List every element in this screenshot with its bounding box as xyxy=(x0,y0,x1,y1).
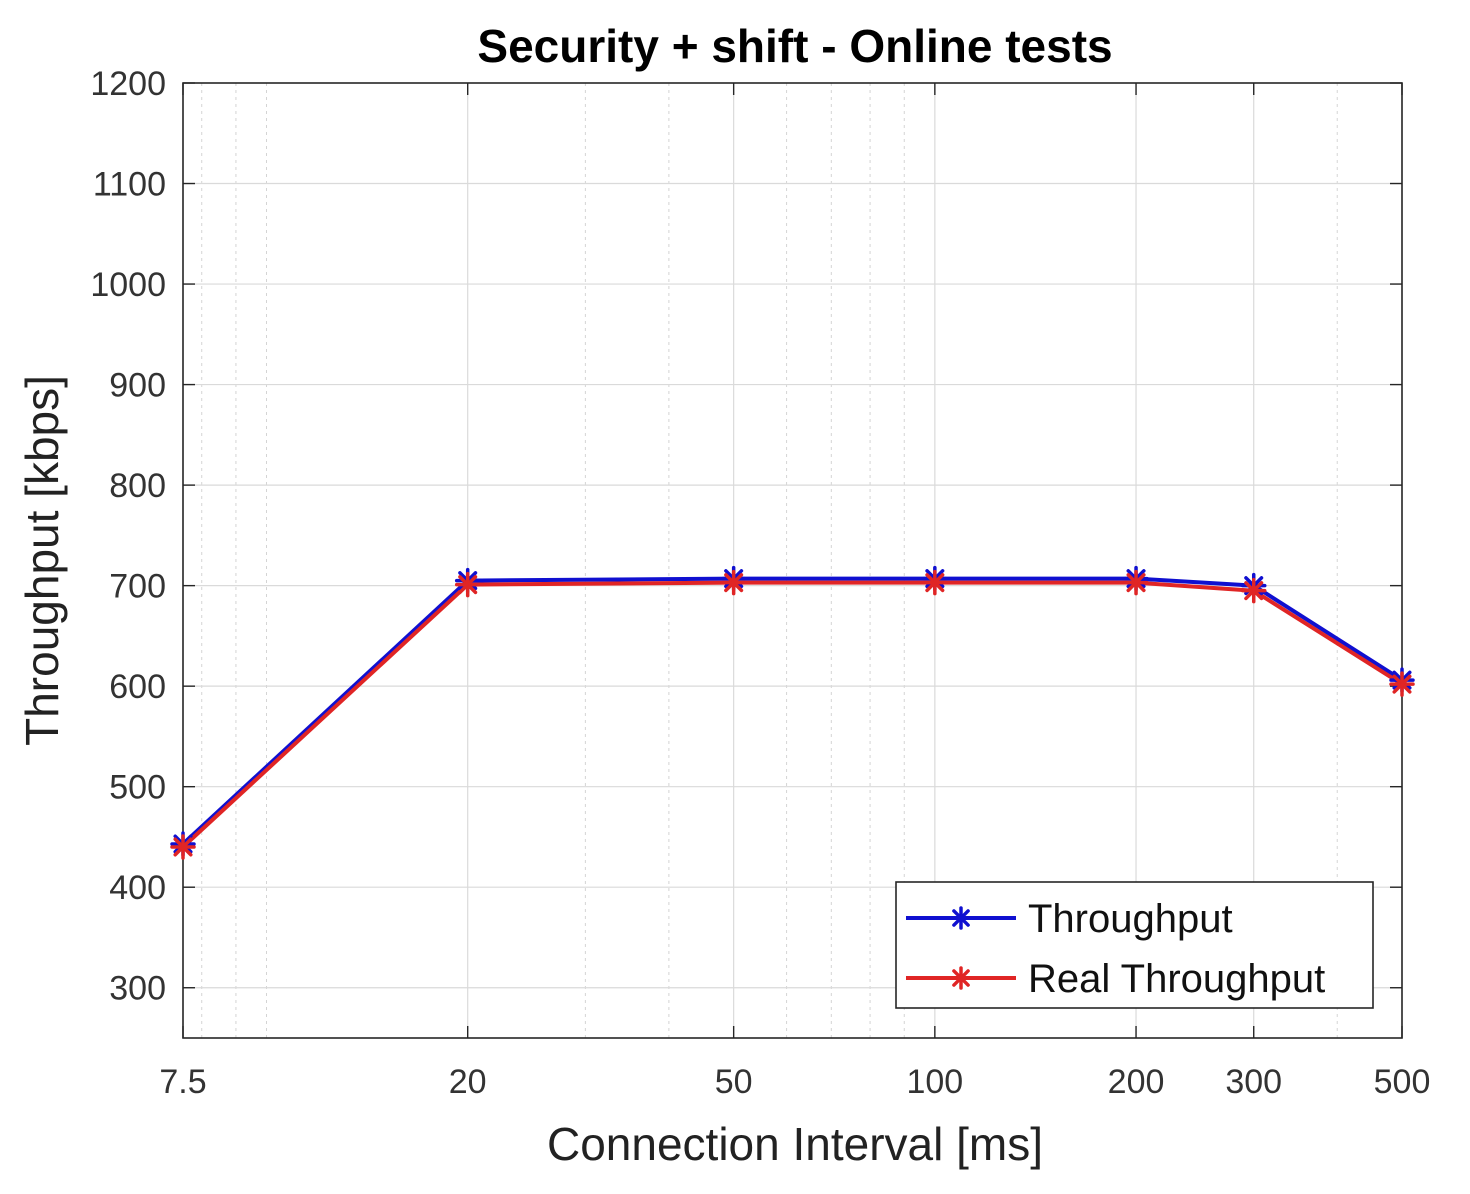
chart-title: Security + shift - Online tests xyxy=(477,20,1112,72)
x-tick-label: 20 xyxy=(449,1063,487,1101)
y-tick-label: 600 xyxy=(109,668,166,706)
series-2-point xyxy=(170,834,196,860)
y-tick-label: 1200 xyxy=(90,65,166,103)
plot-area xyxy=(183,83,1402,1038)
legend-item: Real Throughput xyxy=(906,957,1325,1001)
y-tick-label: 400 xyxy=(109,869,166,907)
legend-marker xyxy=(949,906,973,930)
x-tick-label: 50 xyxy=(715,1063,753,1101)
series-2-point xyxy=(1240,577,1267,604)
x-axis-label: Connection Interval [ms] xyxy=(547,1118,1043,1170)
legend-label: Real Throughput xyxy=(1028,957,1325,1001)
y-tick-label: 1000 xyxy=(90,266,166,304)
series-2-point xyxy=(454,571,481,598)
x-tick-label: 7.5 xyxy=(159,1063,206,1101)
series-layer xyxy=(170,565,1415,860)
y-tick-label: 500 xyxy=(109,769,166,807)
legend: Throughput Real Throughput xyxy=(895,881,1374,1009)
legend-label: Throughput xyxy=(1028,897,1233,941)
y-axis-label: Throughput [kbps] xyxy=(16,375,68,746)
legend-item: Throughput xyxy=(906,897,1233,941)
legend-marker xyxy=(949,966,973,990)
series-2-point xyxy=(1389,671,1415,697)
series-2-point xyxy=(922,569,948,596)
x-tick-label: 300 xyxy=(1225,1063,1282,1101)
x-tick-label: 100 xyxy=(906,1063,963,1101)
series-2-point xyxy=(1123,569,1149,596)
y-tick-label: 300 xyxy=(109,970,166,1008)
x-tick-label: 200 xyxy=(1108,1063,1165,1101)
plot-frame xyxy=(182,82,1403,1039)
series-2-point xyxy=(720,569,747,596)
y-tick-label: 800 xyxy=(109,467,166,505)
y-tick-label: 1100 xyxy=(93,166,166,204)
y-tick-label: 700 xyxy=(109,568,166,606)
axis-ticks: 7.5 20 50 100 200 300 500 300 400 500 600 700 800 900… xyxy=(90,65,1430,1101)
x-tick-label: 500 xyxy=(1374,1063,1431,1101)
legend-box xyxy=(895,881,1374,1009)
y-tick-label: 900 xyxy=(109,367,166,405)
